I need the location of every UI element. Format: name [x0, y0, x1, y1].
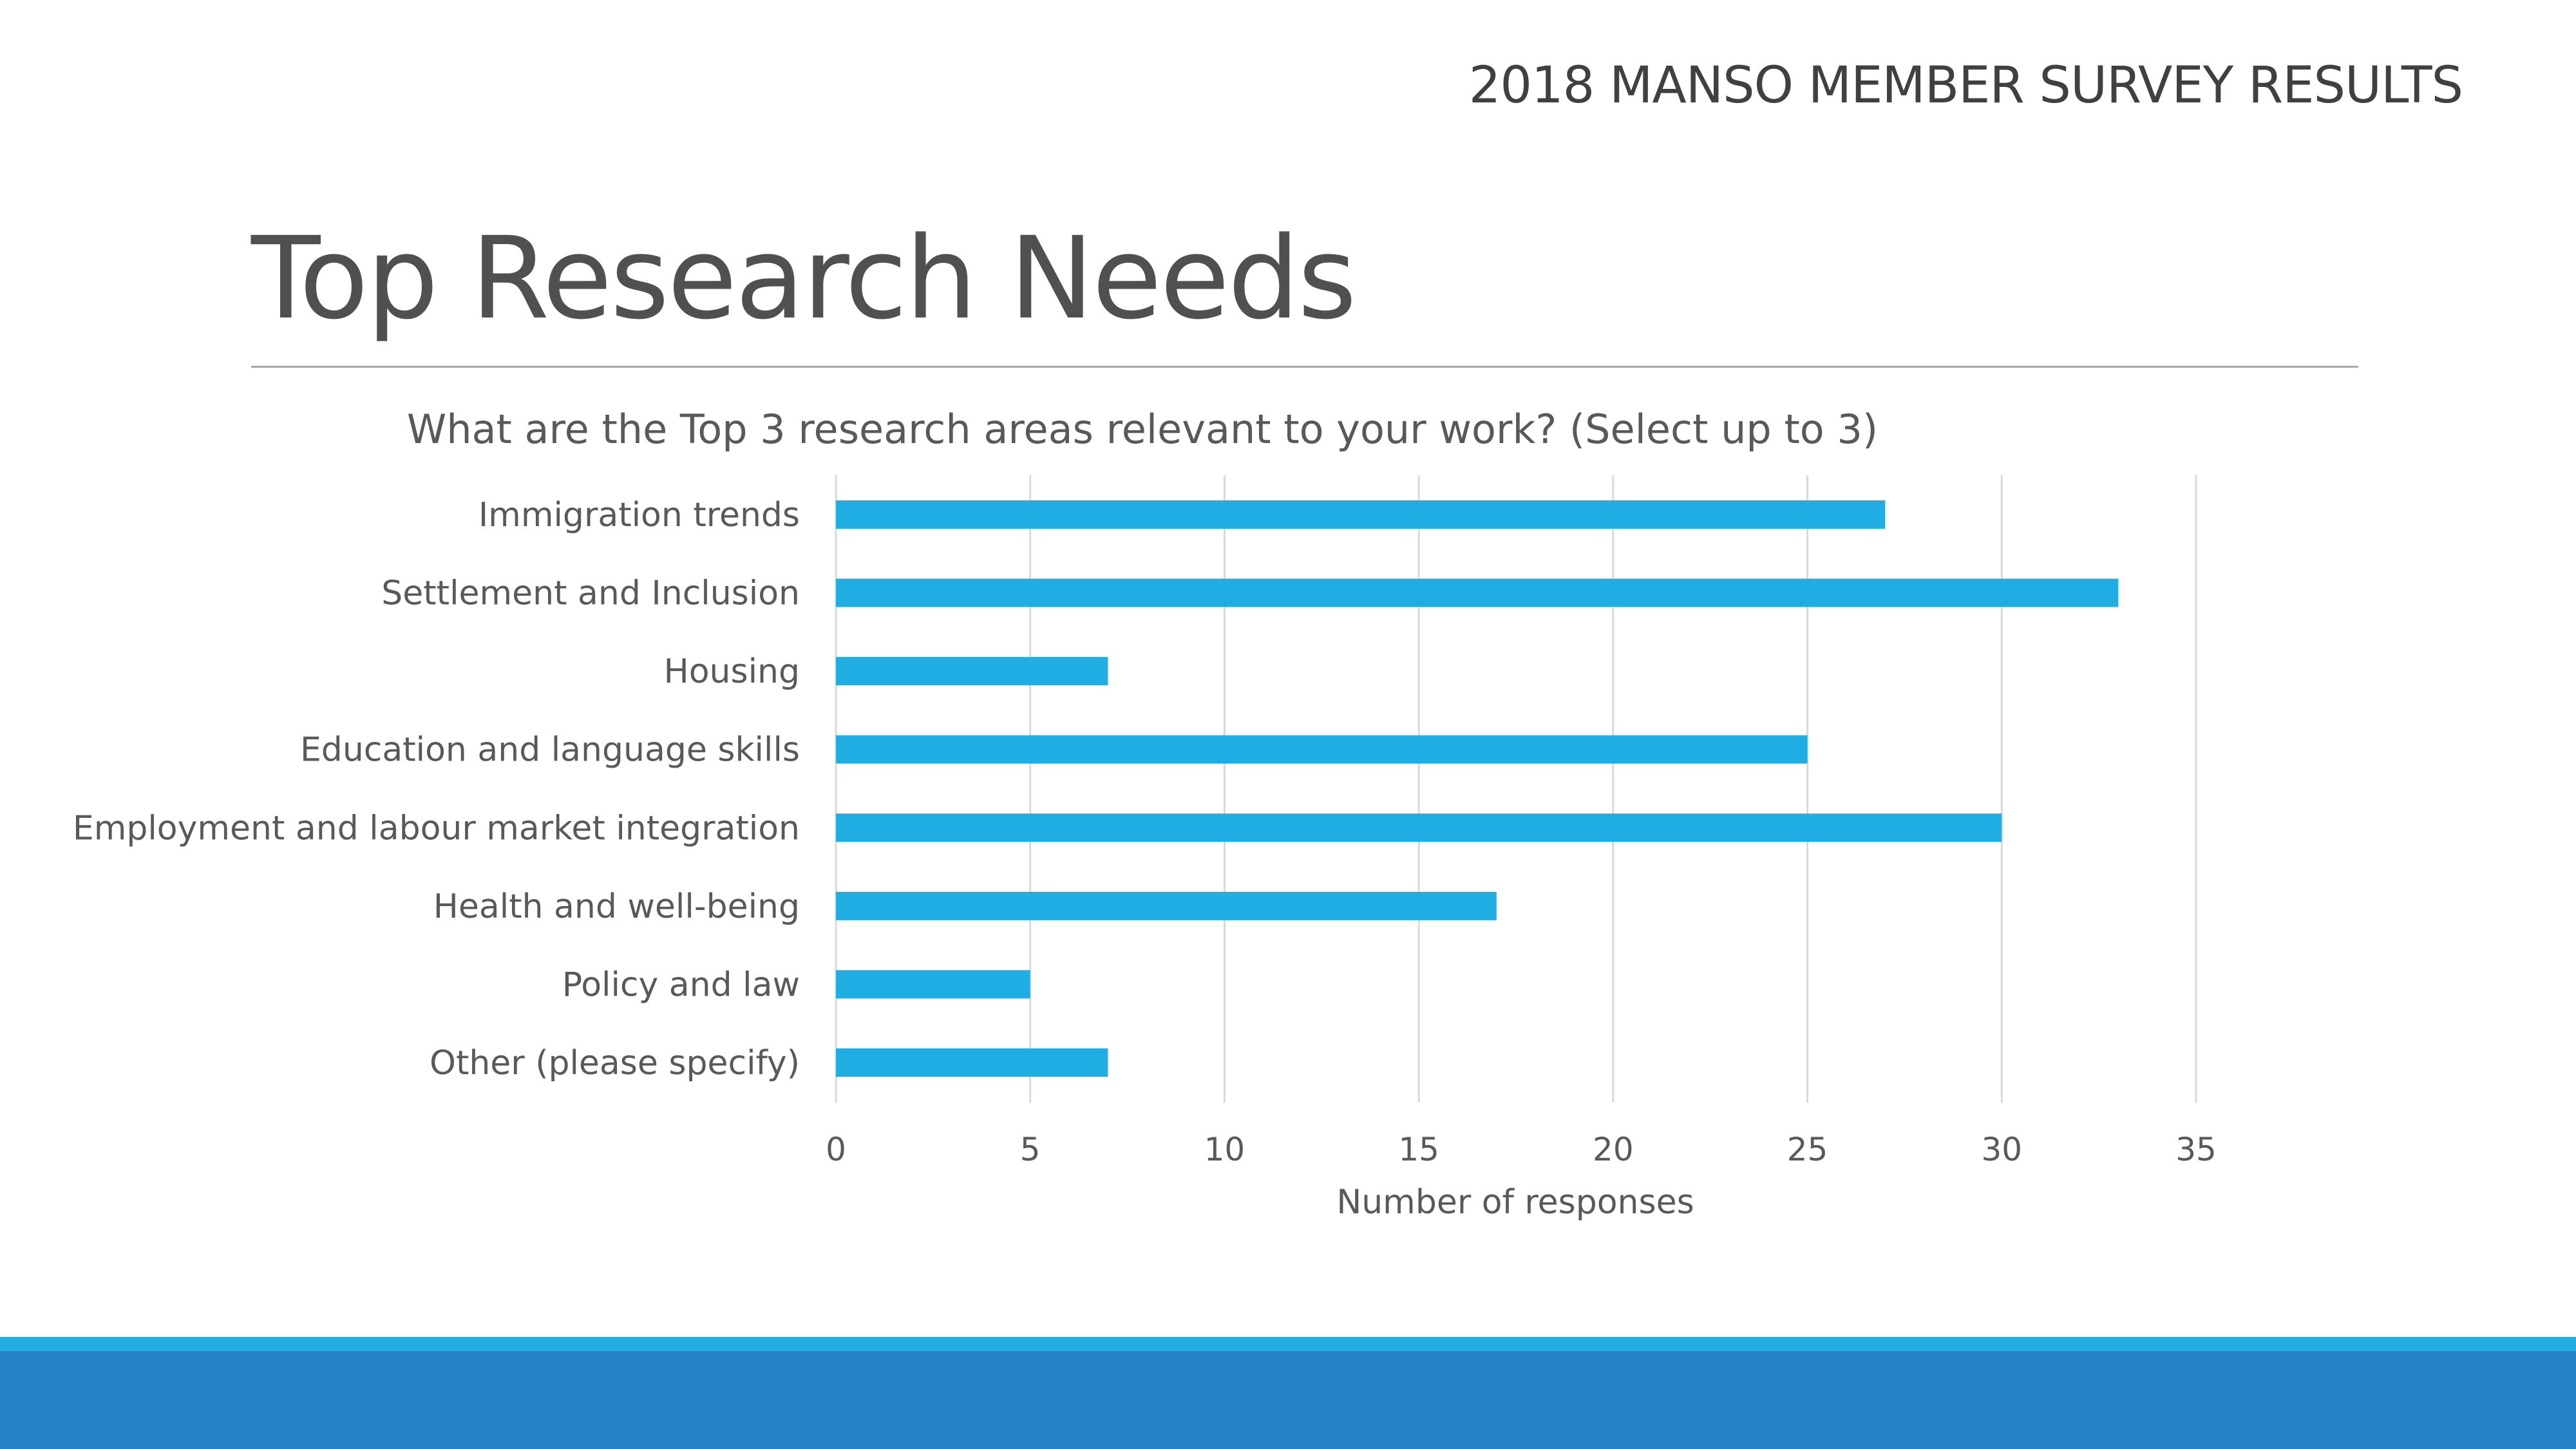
slide-title: Top Research Needs [251, 213, 1357, 345]
footer-bar [0, 1351, 2576, 1449]
bars [836, 500, 2119, 1077]
bar [836, 500, 1886, 529]
chart-title: What are the Top 3 research areas releva… [407, 406, 1878, 453]
gridlines [835, 475, 2197, 1103]
x-tick-label: 20 [1593, 1131, 1634, 1168]
category-labels: Immigration trends Settlement and Inclusi… [73, 496, 800, 1083]
x-tick-label: 25 [1787, 1131, 1828, 1168]
bar [836, 970, 1030, 999]
category-label: Education and language skills [300, 731, 800, 770]
bar [836, 891, 1497, 920]
category-label: Housing [664, 652, 800, 691]
x-tick-label: 15 [1398, 1131, 1439, 1168]
x-tick-label: 5 [1020, 1131, 1041, 1168]
category-label: Other (please specify) [430, 1044, 800, 1083]
x-tick-labels: 0 5 10 15 20 25 30 35 [826, 1131, 2217, 1168]
survey-header: 2018 MANSO MEMBER SURVEY RESULTS [1468, 57, 2463, 115]
bar [836, 657, 1108, 686]
category-label: Settlement and Inclusion [381, 574, 800, 613]
x-tick-label: 35 [2175, 1131, 2217, 1168]
bar [836, 1048, 1108, 1077]
bar-chart: What are the Top 3 research areas releva… [73, 406, 2217, 1222]
x-tick-label: 30 [1981, 1131, 2022, 1168]
category-label: Employment and labour market integration [73, 809, 800, 848]
category-label: Policy and law [562, 965, 800, 1004]
title-divider [251, 366, 2358, 368]
category-label: Immigration trends [478, 496, 800, 535]
bar [836, 578, 2119, 607]
x-tick-label: 0 [826, 1131, 846, 1168]
bar [836, 813, 2002, 842]
bar [836, 735, 1808, 764]
category-label: Health and well-being [433, 887, 800, 926]
footer-accent-stripe [0, 1337, 2576, 1351]
x-tick-label: 10 [1204, 1131, 1245, 1168]
x-axis-title: Number of responses [1336, 1183, 1694, 1222]
